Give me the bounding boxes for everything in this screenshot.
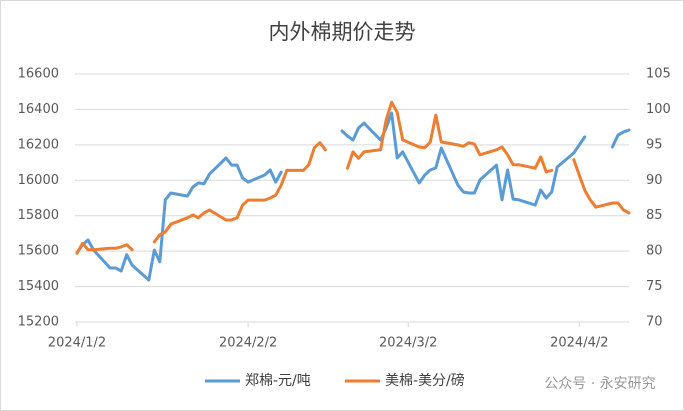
x-tick-label: 2024/1/2 bbox=[48, 336, 106, 351]
x-tick-label: 2024/4/2 bbox=[550, 336, 608, 351]
y2-tick-label: 90 bbox=[646, 173, 663, 188]
y-tick-label: 16400 bbox=[18, 102, 59, 117]
legend-label: 美棉-美分/磅 bbox=[385, 372, 465, 389]
y2-tick-label: 95 bbox=[646, 137, 663, 152]
y2-tick-label: 75 bbox=[646, 279, 663, 294]
y-tick-label: 15600 bbox=[18, 244, 59, 259]
y2-tick-label: 85 bbox=[646, 208, 663, 223]
y2-tick-label: 80 bbox=[646, 244, 663, 259]
legend-label: 郑棉-元/吨 bbox=[245, 372, 311, 389]
y-tick-label: 16600 bbox=[18, 67, 59, 82]
y2-tick-label: 105 bbox=[646, 67, 671, 82]
series-line bbox=[75, 100, 631, 255]
x-tick-label: 2024/2/2 bbox=[219, 336, 277, 351]
watermark: 公众号 · 永安研究 bbox=[544, 376, 655, 392]
y2-tick-label: 70 bbox=[646, 315, 663, 330]
y2-tick-label: 100 bbox=[646, 102, 671, 117]
y-tick-label: 16200 bbox=[18, 137, 59, 152]
chart-title: 内外棉期价走势 bbox=[269, 20, 416, 44]
y-tick-label: 15800 bbox=[18, 208, 59, 223]
y-tick-label: 15400 bbox=[18, 279, 59, 294]
x-tick-label: 2024/3/2 bbox=[379, 336, 437, 351]
y-tick-label: 16000 bbox=[18, 173, 59, 188]
y-tick-label: 15200 bbox=[18, 315, 59, 330]
